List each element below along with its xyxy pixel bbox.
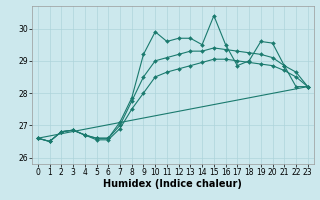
X-axis label: Humidex (Indice chaleur): Humidex (Indice chaleur): [103, 179, 242, 189]
